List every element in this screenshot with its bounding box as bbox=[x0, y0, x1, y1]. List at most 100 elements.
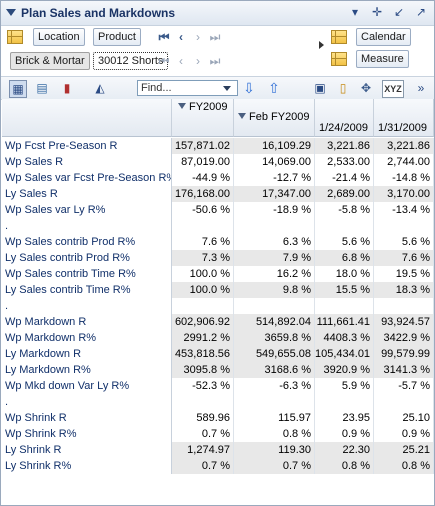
table-cell[interactable]: 3168.6 % bbox=[234, 362, 315, 378]
table-cell[interactable]: -50.6 % bbox=[172, 202, 234, 218]
table-cell[interactable]: 589.96 bbox=[172, 410, 234, 426]
table-cell[interactable]: 93,924.57 bbox=[374, 314, 434, 330]
table-cell[interactable]: 87,019.00 bbox=[172, 154, 234, 170]
row-label[interactable]: Ly Sales R bbox=[2, 186, 172, 202]
table-cell[interactable]: -44.9 % bbox=[172, 170, 234, 186]
table-cell[interactable]: 7.6 % bbox=[374, 250, 434, 266]
table-cell[interactable] bbox=[172, 298, 234, 314]
move-icon[interactable]: ✛ bbox=[371, 5, 383, 19]
row-label[interactable]: Wp Sales contrib Time R% bbox=[2, 266, 172, 282]
row-label[interactable]: Wp Sales var Ly R% bbox=[2, 202, 172, 218]
col-header-fy2009[interactable]: FY2009 bbox=[172, 99, 234, 137]
table-cell[interactable]: 3659.8 % bbox=[234, 330, 315, 346]
table-cell[interactable] bbox=[315, 218, 374, 234]
table-cell[interactable]: 15.5 % bbox=[315, 282, 374, 298]
table-cell[interactable] bbox=[315, 394, 374, 410]
table-cell[interactable]: 19.5 % bbox=[374, 266, 434, 282]
table-cell[interactable] bbox=[172, 218, 234, 234]
table-cell[interactable]: 3920.9 % bbox=[315, 362, 374, 378]
table-cell[interactable]: -13.4 % bbox=[374, 202, 434, 218]
calendar-button[interactable]: Calendar bbox=[356, 28, 411, 46]
table-cell[interactable]: 2,744.00 bbox=[374, 154, 434, 170]
grid-view-icon[interactable]: ▦ bbox=[9, 80, 27, 98]
row-label[interactable]: Ly Shrink R% bbox=[2, 458, 172, 474]
xyz-format-icon[interactable]: XYZ bbox=[382, 80, 404, 98]
table-cell[interactable] bbox=[315, 298, 374, 314]
collapse-triangle-icon[interactable] bbox=[178, 103, 186, 109]
layout-icon[interactable]: ▣ bbox=[314, 81, 326, 95]
table-cell[interactable]: 5.9 % bbox=[315, 378, 374, 394]
row-label[interactable]: Wp Fcst Pre-Season R bbox=[2, 138, 172, 154]
col-header-feb-fy2009[interactable]: Feb FY2009 bbox=[234, 99, 315, 137]
table-cell[interactable]: 5.6 % bbox=[315, 234, 374, 250]
table-cell[interactable]: 0.7 % bbox=[172, 426, 234, 442]
table-cell[interactable] bbox=[374, 394, 434, 410]
table-cell[interactable]: 16.2 % bbox=[234, 266, 315, 282]
collapse-triangle-icon[interactable] bbox=[238, 113, 246, 119]
collapse-caret-icon[interactable] bbox=[6, 9, 16, 16]
next-icon[interactable]: › bbox=[196, 30, 200, 44]
maximize-arrow-icon[interactable]: ↗ bbox=[415, 5, 427, 19]
table-cell[interactable]: 1,274.97 bbox=[172, 442, 234, 458]
first-page-icon[interactable]: ⏮ bbox=[158, 30, 170, 44]
table-cell[interactable]: 514,892.04 bbox=[234, 314, 315, 330]
prev-item-icon[interactable]: ‹ bbox=[179, 54, 183, 68]
table-cell[interactable]: 2991.2 % bbox=[172, 330, 234, 346]
table-cell[interactable]: 0.8 % bbox=[234, 426, 315, 442]
row-label[interactable]: Wp Sales var Fcst Pre-Season R% bbox=[2, 170, 172, 186]
row-label[interactable]: Wp Mkd down Var Ly R% bbox=[2, 378, 172, 394]
table-cell[interactable]: 23.95 bbox=[315, 410, 374, 426]
table-cell[interactable]: 602,906.92 bbox=[172, 314, 234, 330]
row-label[interactable]: Ly Sales contrib Prod R% bbox=[2, 250, 172, 266]
last-item-icon[interactable]: ⏭ bbox=[209, 54, 221, 68]
table-cell[interactable]: 111,661.41 bbox=[315, 314, 374, 330]
table-cell[interactable]: 100.0 % bbox=[172, 282, 234, 298]
find-input[interactable]: Find... bbox=[137, 80, 238, 96]
table-cell[interactable]: 5.6 % bbox=[374, 234, 434, 250]
expand-arrow-icon[interactable] bbox=[319, 41, 324, 49]
row-label[interactable]: . bbox=[2, 394, 172, 410]
first-item-icon[interactable]: ⏮ bbox=[158, 54, 170, 68]
row-label[interactable]: . bbox=[2, 218, 172, 234]
table-cell[interactable]: 0.8 % bbox=[315, 458, 374, 474]
table-cell[interactable]: 453,818.56 bbox=[172, 346, 234, 362]
table-cell[interactable]: 0.7 % bbox=[234, 458, 315, 474]
table-cell[interactable]: 105,434.01 bbox=[315, 346, 374, 362]
table-cell[interactable]: 99,579.99 bbox=[374, 346, 434, 362]
table-cell[interactable]: 0.9 % bbox=[374, 426, 434, 442]
table-cell[interactable] bbox=[234, 218, 315, 234]
table-cell[interactable]: -5.8 % bbox=[315, 202, 374, 218]
table-cell[interactable]: 7.9 % bbox=[234, 250, 315, 266]
table-cell[interactable]: 3,170.00 bbox=[374, 186, 434, 202]
next-item-icon[interactable]: › bbox=[196, 54, 200, 68]
table-cell[interactable]: 549,655.08 bbox=[234, 346, 315, 362]
table-cell[interactable]: 176,168.00 bbox=[172, 186, 234, 202]
table-cell[interactable] bbox=[234, 394, 315, 410]
table-cell[interactable] bbox=[374, 298, 434, 314]
row-label[interactable]: Wp Sales R bbox=[2, 154, 172, 170]
more-tools-icon[interactable]: » bbox=[417, 81, 425, 95]
table-cell[interactable]: 157,871.02 bbox=[172, 138, 234, 154]
table-cell[interactable] bbox=[234, 298, 315, 314]
area-chart-icon[interactable]: ◭ bbox=[95, 81, 105, 95]
table-cell[interactable]: -12.7 % bbox=[234, 170, 315, 186]
table-cell[interactable]: 2,533.00 bbox=[315, 154, 374, 170]
row-label[interactable]: . bbox=[2, 298, 172, 314]
table-cell[interactable]: 3422.9 % bbox=[374, 330, 434, 346]
table-cell[interactable]: 100.0 % bbox=[172, 266, 234, 282]
table-cell[interactable]: 3,221.86 bbox=[374, 138, 434, 154]
row-label[interactable]: Wp Shrink R bbox=[2, 410, 172, 426]
table-cell[interactable]: 14,069.00 bbox=[234, 154, 315, 170]
table-cell[interactable] bbox=[374, 218, 434, 234]
notes-icon[interactable]: ▯ bbox=[339, 81, 347, 95]
table-cell[interactable]: -14.8 % bbox=[374, 170, 434, 186]
table-cell[interactable]: 115.97 bbox=[234, 410, 315, 426]
col-header-week1[interactable]: 1/24/2009 bbox=[315, 99, 374, 137]
table-cell[interactable]: 16,109.29 bbox=[234, 138, 315, 154]
table-cell[interactable]: 6.3 % bbox=[234, 234, 315, 250]
table-cell[interactable]: -5.7 % bbox=[374, 378, 434, 394]
col-header-week2[interactable]: 1/31/2009 bbox=[374, 99, 434, 137]
table-cell[interactable]: 0.8 % bbox=[374, 458, 434, 474]
dropdown-menu-icon[interactable]: ▾ bbox=[351, 5, 359, 19]
product-value[interactable]: 30012 Shorts bbox=[93, 52, 169, 70]
